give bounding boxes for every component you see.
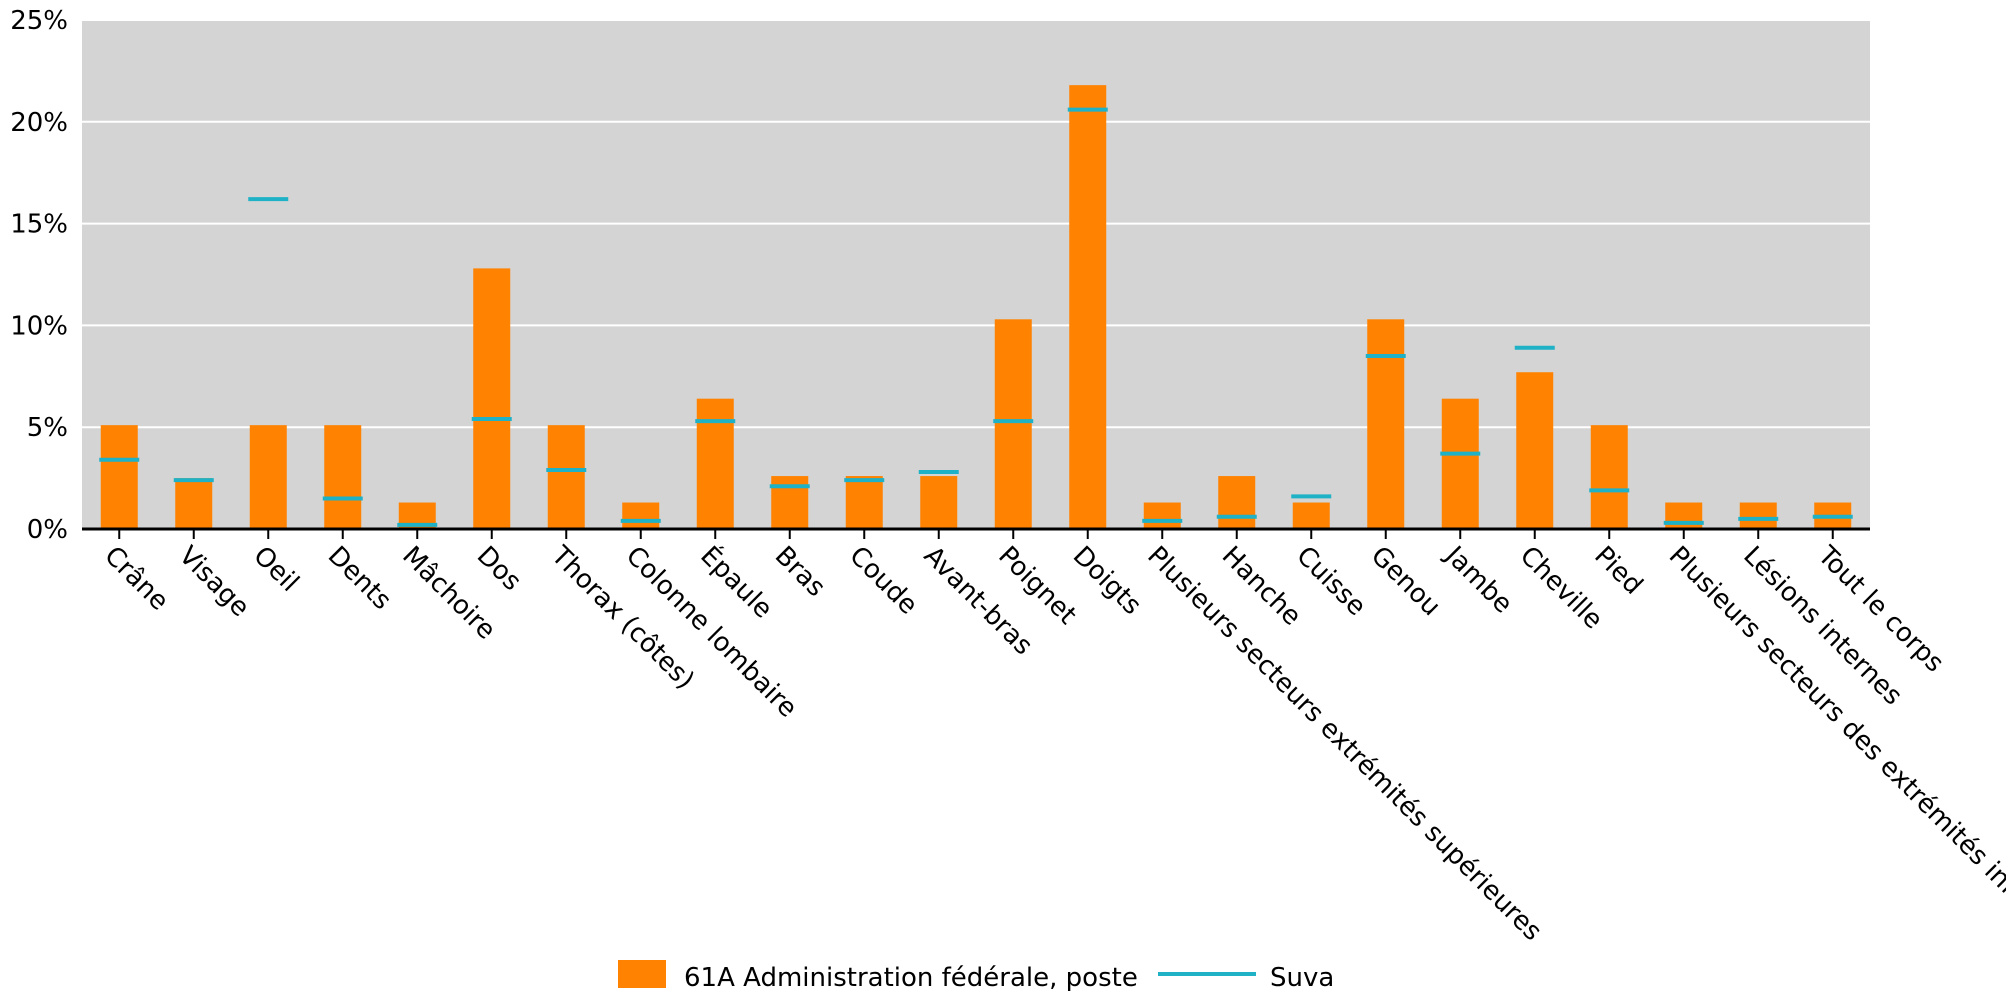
bar-20 [1516,372,1554,529]
category-label: Visage [173,541,255,623]
y-tick-label: 0% [27,515,68,545]
bar-9 [696,398,734,529]
bar-13 [994,319,1032,529]
bar-18 [1367,319,1405,529]
bar-22 [1665,502,1703,529]
bar-2 [175,478,213,529]
legend-item-bar: 61A Administration fédérale, poste [618,960,1138,991]
bar-3 [249,425,287,529]
bar-4 [324,425,362,529]
bar-6 [473,268,511,529]
category-label: Coude [843,541,923,621]
bar-21 [1590,425,1628,529]
plot-background [82,20,1870,529]
bar-1 [100,425,138,529]
y-tick-label: 10% [10,311,68,341]
suva-markers [99,107,1853,527]
category-label: Tout le corps [1811,540,1949,678]
y-tick-label: 25% [10,6,68,36]
bar-16 [1218,476,1256,529]
category-label: Pied [1588,541,1648,601]
legend-label-suva: Suva [1270,963,1334,991]
bar-19 [1441,398,1479,529]
bar-14 [1069,85,1107,529]
bar-8 [622,502,660,529]
category-label: Dos [471,541,527,597]
y-axis-ticks: 0% 5% 10% 15% 20% 25% [10,6,68,545]
bar-12 [920,476,958,529]
y-tick-label: 20% [10,108,68,138]
y-tick-label: 5% [27,413,68,443]
bar-17 [1292,502,1330,529]
bar-11 [845,476,883,529]
legend-item-suva: Suva [1158,963,1334,991]
bar-15 [1143,502,1181,529]
bar-23 [1739,502,1777,529]
y-tick-label: 15% [10,210,68,240]
category-label: Jambe [1438,539,1518,619]
legend: 61A Administration fédérale, poste Suva [618,960,1334,991]
bar-10 [771,476,809,529]
category-label: Genou [1365,541,1446,622]
category-label: Crâne [98,541,174,617]
bar-7 [547,425,585,529]
category-label: Bras [769,541,831,603]
category-label: Oeil [247,541,304,598]
legend-label-bar: 61A Administration fédérale, poste [684,963,1138,991]
category-label: Plusieurs secteurs des extrémités inféri… [1663,541,2006,936]
gridlines [82,19,1870,429]
category-label: Dents [322,541,397,616]
legend-swatch-bar [618,960,666,988]
x-axis-ticks [118,529,1834,539]
